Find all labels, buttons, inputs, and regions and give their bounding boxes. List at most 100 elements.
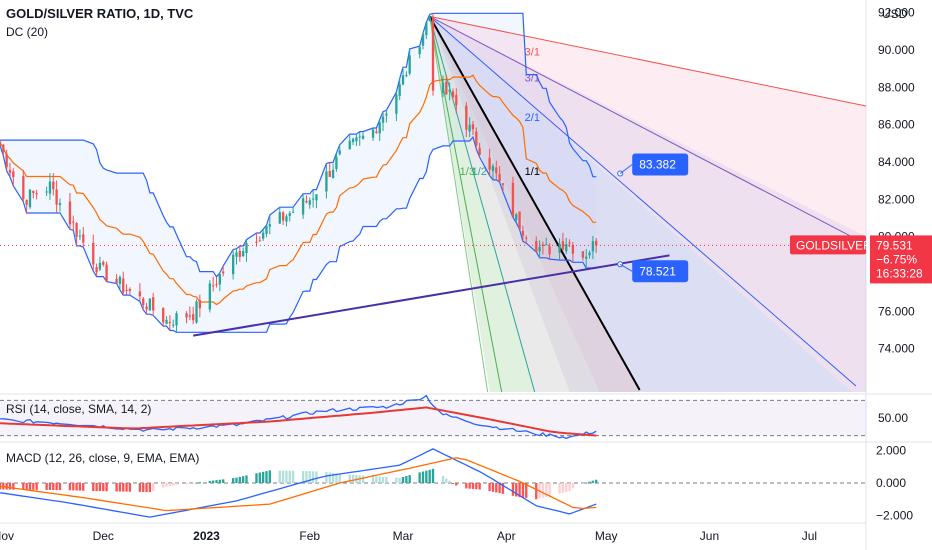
candle-body [348,140,351,150]
macd-histogram-bar [218,479,221,483]
macd-histogram-bar [588,481,591,483]
macd-histogram-bar [511,483,515,496]
macd-histogram-bar [75,483,78,491]
candle-body [122,278,125,293]
macd-histogram-bar [105,483,108,492]
symbol-tag [790,235,866,255]
candle-body [82,234,85,243]
candle-body [255,241,258,243]
macd-histogram-bar [535,483,538,500]
gann-zone [429,16,866,393]
callout-leader [619,263,633,272]
macd-histogram-bar [465,483,468,489]
candle-body [288,213,291,216]
macd-histogram-bar [301,471,305,483]
candle-body [172,324,175,326]
macd-histogram-bar [565,483,568,492]
macd-histogram-bar [561,483,565,493]
candle-body [2,144,5,152]
candle-body [585,256,588,259]
candle-body [165,319,168,324]
macd-histogram-bar [305,471,308,483]
macd-histogram-bar [378,476,381,483]
price-axis-tick: 74.000 [878,342,915,356]
macd-histogram-bar [245,475,248,483]
candle-body [538,247,541,252]
candle-body [428,17,431,22]
macd-histogram-bar [291,470,295,483]
gann-line-2-1 [429,15,867,245]
macd-histogram-bar [152,483,155,491]
macd-indicator-label[interactable]: MACD (12, 26, close, 9, EMA, EMA) [6,451,200,465]
candle-body [501,183,505,185]
gann-zone [429,16,852,393]
candle-body [8,169,12,173]
candle-body [371,129,375,138]
macd-histogram-bar [408,475,411,483]
candle-body [48,181,52,194]
gann-label: 1/2 [472,166,487,178]
macd-histogram-bar [585,482,588,484]
macd-histogram-bar [401,476,405,483]
callout-value: 78.521 [639,264,676,278]
macd-histogram-bar [501,483,505,494]
candle-body [145,306,148,310]
macd-histogram-bar [55,483,58,491]
macd-histogram-bar [581,483,585,484]
time-axis-tick: Jun [700,529,719,543]
candle-body [185,313,188,318]
macd-histogram-bar [58,483,62,491]
candle-body [408,55,411,74]
macd-histogram-bar [168,483,172,486]
macd-histogram-bar [25,483,28,490]
macd-histogram-bar [385,476,388,483]
time-axis-tick: 2023 [193,529,220,543]
macd-histogram-bar [278,470,281,483]
macd-histogram-bar [35,483,38,490]
donchian-indicator-label[interactable]: DC (20) [6,25,49,39]
gann-label: 1/3 [460,166,475,178]
candle-body [478,147,481,156]
macd-histogram-bar [315,471,318,483]
rsi-indicator-label[interactable]: RSI (14, close, SMA, 14, 2) [6,402,152,416]
candle-body [548,246,551,255]
macd-histogram-bar [348,474,351,483]
macd-histogram-bar [335,473,338,483]
candle-body [595,240,598,246]
time-axis-tick: May [595,529,618,543]
candle-body [261,232,265,239]
candle-body [431,17,435,91]
macd-histogram-bar [328,472,331,483]
candle-body [142,298,145,306]
candle-body [215,284,218,286]
macd-histogram-bar [22,483,25,490]
macd-histogram-bar [548,483,551,496]
macd-histogram-bar [281,470,285,483]
candle-body [102,261,105,265]
macd-histogram-bar [188,483,192,484]
candle-body [425,22,428,35]
macd-histogram-bar [175,483,178,486]
candle-body [195,301,198,323]
macd-histogram-bar [122,483,125,492]
candle-body [92,242,95,265]
macd-histogram-bar [115,483,118,492]
macd-histogram-bar [495,483,498,493]
candle-body [441,82,445,94]
macd-line [0,448,597,518]
candle-body [401,75,405,85]
candle-body [568,242,571,244]
rsi-axis-tick: 50.00 [878,411,908,425]
candle-body [138,291,142,297]
candle-body [0,141,2,146]
macd-histogram-bar [235,477,238,483]
candle-body [351,138,355,143]
macd-histogram-bar [445,478,448,483]
macd-histogram-bar [418,472,421,483]
candle-body [152,297,155,311]
candle-body [445,81,448,95]
macd-histogram-bar [448,480,451,483]
candle-body [495,167,498,174]
macd-histogram-bar [431,468,435,483]
